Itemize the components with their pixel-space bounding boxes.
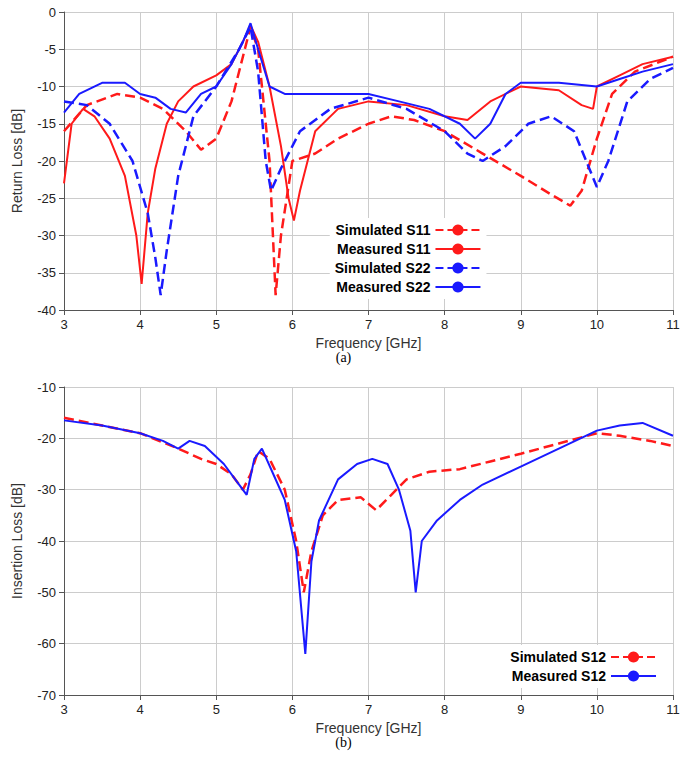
svg-text:11: 11: [666, 317, 680, 332]
svg-text:10: 10: [590, 702, 604, 717]
svg-text:7: 7: [365, 317, 372, 332]
svg-text:Simulated S12: Simulated S12: [510, 649, 606, 665]
svg-text:-20: -20: [37, 154, 56, 169]
svg-text:-35: -35: [37, 265, 56, 280]
svg-text:8: 8: [441, 702, 448, 717]
svg-text:-30: -30: [37, 228, 56, 243]
svg-text:3: 3: [60, 317, 67, 332]
svg-text:-10: -10: [37, 380, 56, 395]
svg-text:8: 8: [441, 317, 448, 332]
svg-text:6: 6: [289, 317, 296, 332]
svg-text:7: 7: [365, 702, 372, 717]
svg-text:Return Loss [dB]: Return Loss [dB]: [9, 109, 25, 213]
svg-text:3: 3: [60, 702, 67, 717]
svg-text:4: 4: [137, 702, 144, 717]
svg-text:-20: -20: [37, 431, 56, 446]
svg-text:0: 0: [49, 5, 56, 20]
svg-text:4: 4: [137, 317, 144, 332]
svg-text:Insertion Loss [dB]: Insertion Loss [dB]: [9, 483, 25, 599]
svg-text:Measured S22: Measured S22: [336, 279, 430, 295]
svg-text:(a): (a): [336, 350, 352, 366]
svg-text:-40: -40: [37, 303, 56, 318]
svg-text:Simulated S22: Simulated S22: [335, 260, 431, 276]
svg-text:-15: -15: [37, 116, 56, 131]
svg-text:-60: -60: [37, 636, 56, 651]
svg-text:Frequency [GHz]: Frequency [GHz]: [316, 720, 422, 736]
svg-text:-30: -30: [37, 482, 56, 497]
svg-text:Simulated S11: Simulated S11: [336, 222, 431, 238]
svg-text:Measured S11: Measured S11: [337, 241, 431, 257]
svg-text:-5: -5: [44, 42, 56, 57]
svg-text:-25: -25: [37, 191, 56, 206]
svg-text:5: 5: [213, 702, 220, 717]
svg-text:-50: -50: [37, 585, 56, 600]
svg-text:-40: -40: [37, 534, 56, 549]
svg-text:Measured S12: Measured S12: [512, 668, 606, 684]
svg-text:(b): (b): [335, 735, 352, 751]
svg-text:-10: -10: [37, 79, 56, 94]
svg-text:10: 10: [590, 317, 604, 332]
svg-text:9: 9: [517, 702, 524, 717]
svg-text:11: 11: [666, 702, 680, 717]
svg-text:6: 6: [289, 702, 296, 717]
svg-text:9: 9: [517, 317, 524, 332]
svg-text:Frequency [GHz]: Frequency [GHz]: [316, 335, 422, 351]
svg-text:5: 5: [213, 317, 220, 332]
svg-text:-70: -70: [37, 688, 56, 703]
